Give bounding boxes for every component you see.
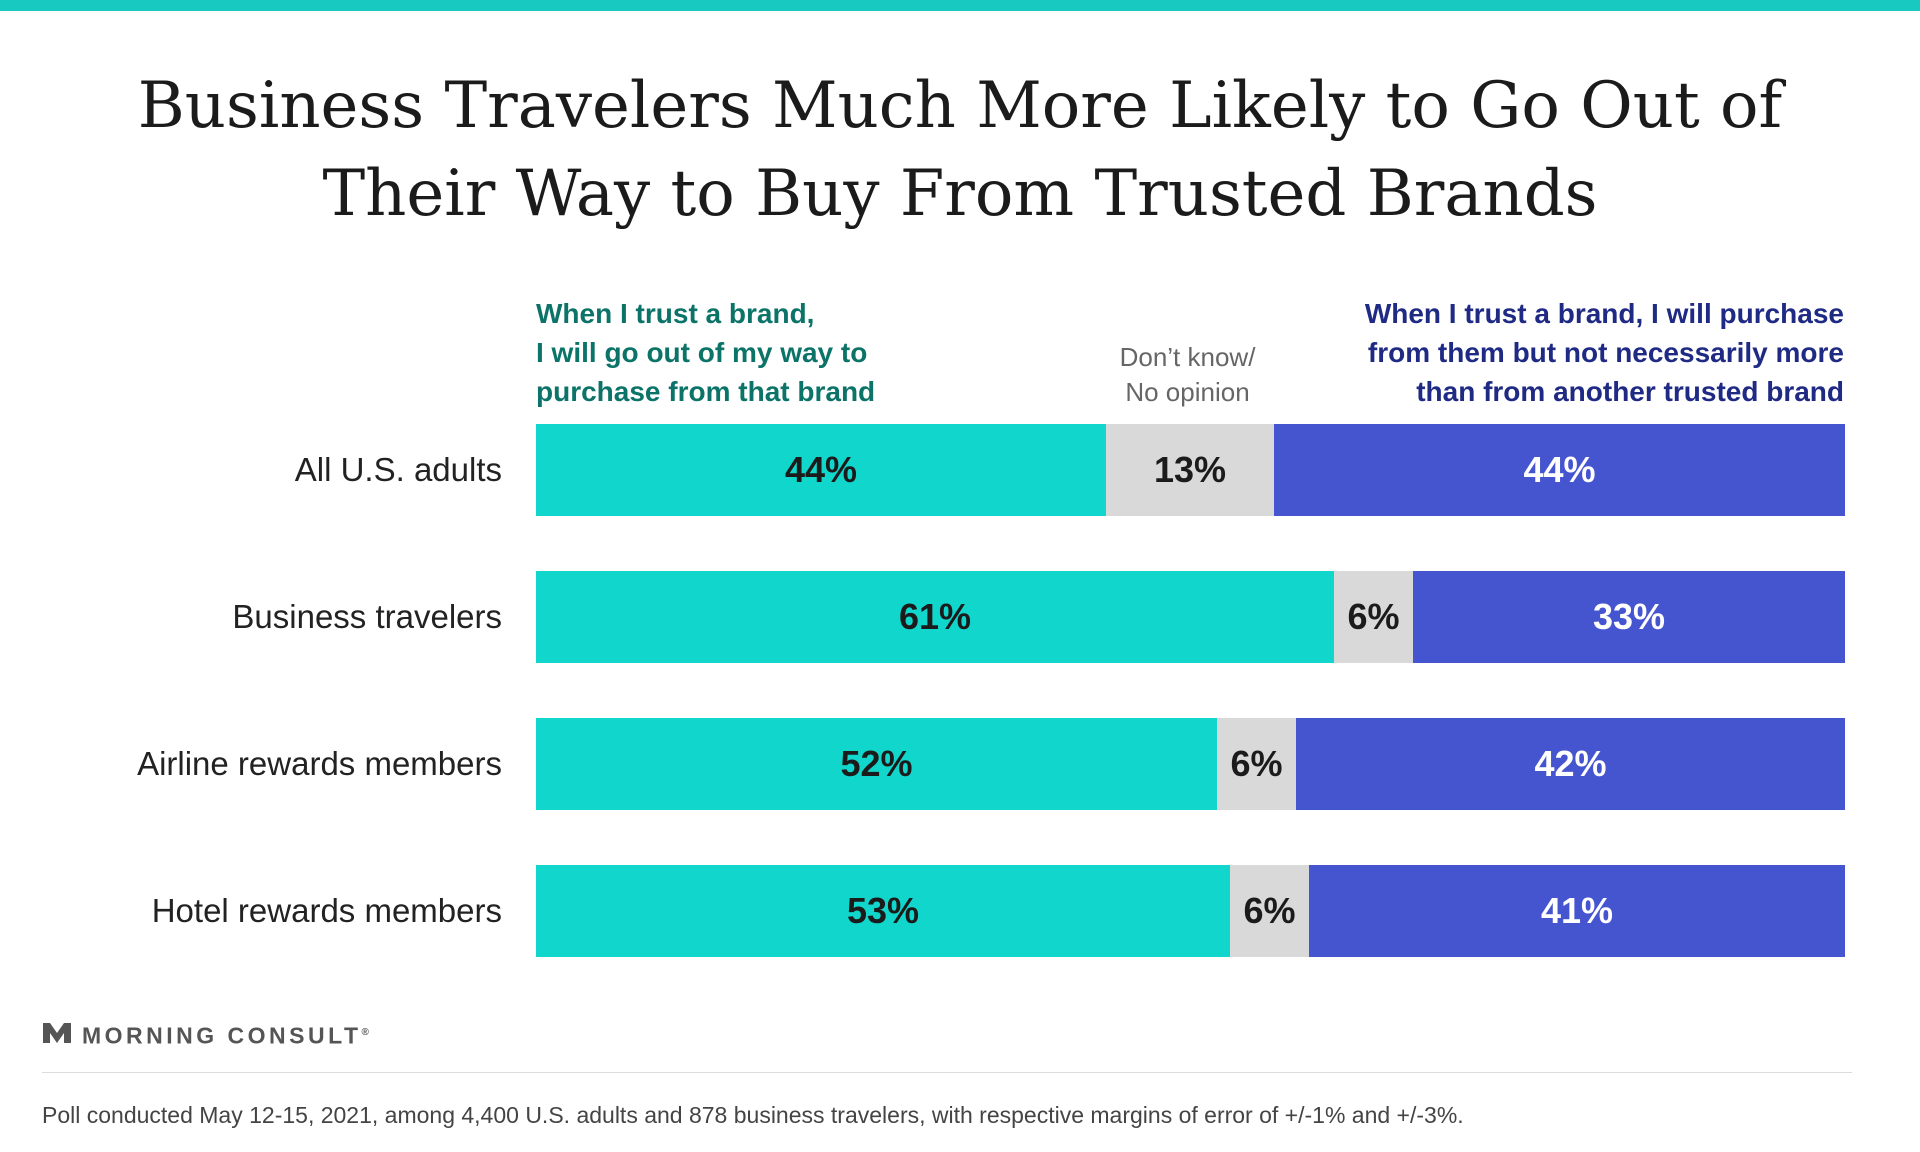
bar-segment-go-out-of-way <box>536 865 1230 957</box>
morning-consult-name: MORNING CONSULT <box>82 1022 362 1049</box>
bar-segment-dont-know <box>1230 865 1309 957</box>
bar-segment-dont-know <box>1217 718 1296 810</box>
bar-segment-go-out-of-way <box>536 571 1334 663</box>
bar-row: 61% 6% 33% <box>536 571 1845 663</box>
legend-go-out-of-way-line-2: I will go out of my way to <box>536 337 868 368</box>
bar-segment-go-out-of-way <box>536 424 1106 516</box>
bar-segment-not-necessarily-more <box>1309 865 1845 957</box>
data-label-go-out-of-way: 52% <box>840 743 913 784</box>
data-label-go-out-of-way: 53% <box>846 890 920 931</box>
footnote: Poll conducted May 12-15, 2021, among 4,… <box>42 1102 1464 1128</box>
category-label: All U.S. adults <box>294 451 502 488</box>
data-label-go-out-of-way: 44% <box>784 449 858 490</box>
data-label-not-necessarily-more: 33% <box>1592 596 1666 637</box>
data-label-not-necessarily-more: 42% <box>1534 743 1607 784</box>
chart-title: Business Travelers Much More Likely to G… <box>100 62 1820 238</box>
category-label: Airline rewards members <box>137 745 502 782</box>
data-label-go-out-of-way: 61% <box>898 596 972 637</box>
data-label-dont-know: 6% <box>1243 890 1296 931</box>
bar-segment-not-necessarily-more <box>1274 424 1845 516</box>
legend-not-necessarily-more-line-1: When I trust a brand, I will purchase <box>1364 298 1844 329</box>
data-label-not-necessarily-more: 44% <box>1523 449 1596 490</box>
data-label-dont-know: 6% <box>1230 743 1283 784</box>
legend-go-out-of-way-line-1: When I trust a brand, <box>536 298 815 329</box>
bar-segment-dont-know <box>1334 571 1413 663</box>
bar-segment-not-necessarily-more <box>1413 571 1845 663</box>
legend-go-out-of-way-line-3: purchase from that brand <box>536 376 876 407</box>
bar-segment-dont-know <box>1106 424 1274 516</box>
bar-segment-not-necessarily-more <box>1296 718 1845 810</box>
chart-title-line-1: Business Travelers Much More Likely to G… <box>137 69 1783 143</box>
data-label-not-necessarily-more: 41% <box>1540 890 1614 931</box>
chart-title-line-2: Their Way to Buy From Trusted Brands <box>322 157 1598 231</box>
data-label-dont-know: 6% <box>1347 596 1400 637</box>
bar-row: 52% 6% 42% <box>536 718 1845 810</box>
legend-dont-know-line-2: No opinion <box>1125 377 1250 407</box>
morning-consult-wordmark: MORNING CONSULT® <box>82 1016 369 1053</box>
legend-not-necessarily-more-line-3: than from another trusted brand <box>1416 376 1844 407</box>
legend-go-out-of-way: When I trust a brand, I will go out of m… <box>536 294 875 411</box>
legend-not-necessarily-more: When I trust a brand, I will purchase fr… <box>1365 294 1844 411</box>
data-label-dont-know: 13% <box>1153 449 1227 490</box>
bar-row: 53% 6% 41% <box>536 865 1845 957</box>
top-accent-bar <box>0 0 1920 11</box>
registered-mark: ® <box>361 1027 369 1038</box>
bar-row: 44% 13% 44% <box>536 424 1845 516</box>
morning-consult-m-icon <box>43 1023 71 1043</box>
legend-dont-know: Don’t know/ No opinion <box>1090 340 1285 410</box>
category-label: Hotel rewards members <box>151 892 502 929</box>
footer-divider <box>42 1072 1852 1073</box>
category-label: Business travelers <box>232 598 502 635</box>
legend-dont-know-line-1: Don’t know/ <box>1119 342 1256 372</box>
bar-segment-go-out-of-way <box>536 718 1217 810</box>
legend-not-necessarily-more-line-2: from them but not necessarily more <box>1367 337 1844 368</box>
